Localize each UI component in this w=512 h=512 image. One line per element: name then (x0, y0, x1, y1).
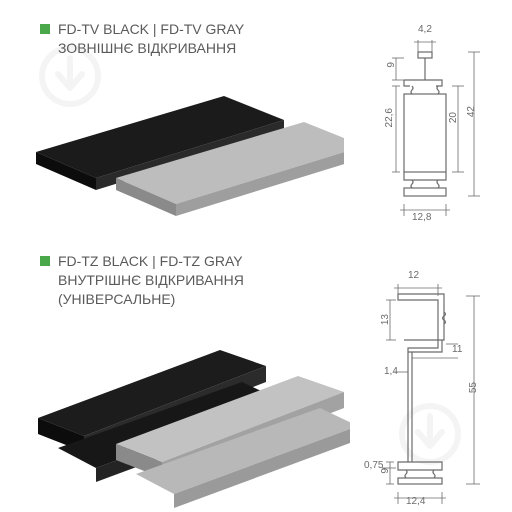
diagram-tz (358, 262, 508, 512)
bullet-icon (40, 256, 50, 266)
dim-tz-mid: 11 (452, 344, 462, 355)
dim-tv-top: 4,2 (418, 24, 432, 35)
render-tv (24, 66, 344, 236)
dim-tz-bgap: 9 (380, 468, 391, 474)
dim-tv-gap: 9 (386, 62, 397, 68)
title-tz-line1: FD-TZ BLACK | FD-TZ GRAY (58, 252, 244, 271)
title-tv-line1: FD-TV BLACK | FD-TV GRAY (58, 20, 244, 39)
dim-tv-inner: 20 (448, 112, 459, 123)
title-tv-line2: ЗОВНІШНЄ ВІДКРИВАННЯ (58, 39, 244, 58)
dim-tv-mid: 22,6 (384, 108, 395, 127)
title-tz-line3: (УНІВЕРСАЛЬНЕ) (58, 290, 244, 309)
section-fd-tv: FD-TV BLACK | FD-TV GRAY ЗОВНІШНЄ ВІДКРИ… (0, 0, 512, 240)
dim-tv-bottom: 12,8 (412, 212, 431, 223)
dim-tz-flange: 13 (380, 314, 391, 325)
diagram-tv (360, 18, 500, 228)
dim-tz-top: 12 (408, 270, 419, 281)
title-tz-line2: ВНУТРІШНЄ ВІДКРИВАННЯ (58, 271, 244, 290)
render-tz (20, 322, 350, 512)
dim-tz-bottom: 12,4 (406, 496, 425, 507)
header-tv: FD-TV BLACK | FD-TV GRAY ЗОВНІШНЄ ВІДКРИ… (58, 20, 244, 58)
bullet-icon (40, 24, 50, 34)
header-tz: FD-TZ BLACK | FD-TZ GRAY ВНУТРІШНЄ ВІДКР… (58, 252, 244, 309)
dim-tz-total: 55 (468, 382, 479, 393)
dim-tv-total: 42 (466, 106, 477, 117)
section-fd-tz: FD-TZ BLACK | FD-TZ GRAY ВНУТРІШНЄ ВІДКР… (0, 244, 512, 512)
dim-tz-wall: 1,4 (384, 366, 398, 377)
